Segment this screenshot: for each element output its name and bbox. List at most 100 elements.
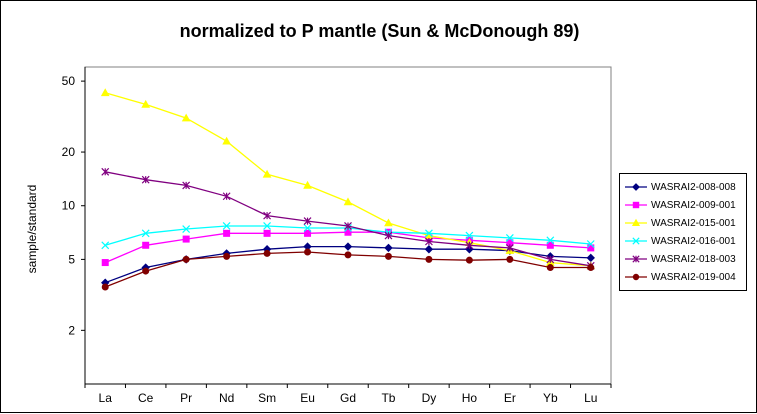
data-point bbox=[182, 181, 191, 190]
x-tick-label: Tb bbox=[381, 391, 395, 405]
legend-swatch bbox=[625, 218, 647, 227]
data-point bbox=[303, 180, 312, 189]
legend-marker bbox=[632, 237, 640, 245]
data-point bbox=[344, 222, 352, 230]
data-point bbox=[304, 229, 312, 237]
data-point bbox=[384, 231, 393, 240]
y-tick-label: 20 bbox=[62, 145, 76, 159]
data-point bbox=[546, 241, 554, 249]
data-point bbox=[182, 255, 190, 263]
x-tick-label: Eu bbox=[300, 391, 315, 405]
legend-swatch bbox=[625, 183, 647, 191]
data-point bbox=[182, 225, 191, 233]
data-point bbox=[343, 242, 353, 251]
data-point bbox=[424, 237, 433, 246]
legend-item: WASRAI2-016-001 bbox=[624, 232, 746, 250]
legend-label: WASRAI2-009-001 bbox=[651, 199, 736, 211]
legend-marker bbox=[632, 273, 640, 281]
legend-marker bbox=[632, 183, 640, 191]
y-tick-label: 10 bbox=[62, 199, 76, 213]
data-point bbox=[182, 235, 190, 243]
data-point bbox=[465, 241, 474, 250]
x-tick-label: La bbox=[99, 391, 113, 405]
data-point bbox=[222, 136, 231, 145]
data-point bbox=[424, 229, 433, 238]
data-point bbox=[263, 229, 271, 237]
legend-label: WASRAI2-008-008 bbox=[651, 181, 736, 193]
x-tick-label: Sm bbox=[258, 391, 276, 405]
data-point bbox=[465, 256, 473, 264]
legend-marker bbox=[631, 218, 641, 227]
data-point bbox=[141, 175, 150, 184]
data-point bbox=[303, 224, 312, 232]
data-point bbox=[506, 255, 514, 263]
data-point bbox=[101, 283, 109, 291]
legend-marker bbox=[632, 255, 640, 263]
x-tick-label: Gd bbox=[340, 391, 356, 405]
data-point bbox=[546, 264, 554, 272]
x-tick-label: Yb bbox=[543, 391, 558, 405]
data-point bbox=[303, 217, 312, 226]
legend-item: WASRAI2-008-008 bbox=[624, 178, 746, 196]
data-point bbox=[343, 197, 353, 206]
data-point bbox=[546, 255, 555, 264]
data-point bbox=[222, 192, 231, 201]
data-point bbox=[141, 229, 150, 238]
x-tick-label: Er bbox=[504, 391, 516, 405]
data-point bbox=[263, 249, 271, 257]
x-tick-label: Lu bbox=[584, 391, 597, 405]
data-point bbox=[586, 240, 595, 248]
data-point bbox=[142, 267, 150, 275]
legend-swatch bbox=[625, 255, 647, 263]
data-point bbox=[262, 169, 272, 178]
x-tick-label: Pr bbox=[180, 391, 192, 405]
x-tick-label: Dy bbox=[422, 391, 437, 405]
data-point bbox=[384, 243, 393, 253]
data-point bbox=[384, 252, 392, 260]
legend-swatch bbox=[625, 273, 647, 281]
data-point bbox=[141, 99, 151, 108]
data-point bbox=[101, 241, 110, 250]
data-point bbox=[587, 244, 595, 252]
data-point bbox=[505, 233, 514, 242]
legend-item: WASRAI2-018-003 bbox=[624, 250, 746, 268]
legend-item: WASRAI2-019-004 bbox=[624, 268, 746, 286]
legend-label: WASRAI2-015-001 bbox=[651, 217, 736, 229]
data-point bbox=[425, 255, 433, 263]
x-tick-label: Ce bbox=[138, 391, 154, 405]
legend-label: WASRAI2-019-004 bbox=[651, 271, 736, 283]
data-point bbox=[101, 259, 109, 267]
legend-label: WASRAI2-018-003 bbox=[651, 253, 736, 265]
data-point bbox=[100, 88, 110, 97]
y-tick-label: 50 bbox=[62, 74, 76, 88]
data-point bbox=[222, 222, 231, 230]
data-point bbox=[344, 251, 352, 259]
legend: WASRAI2-008-008 WASRAI2-009-001 WASRAI2-01… bbox=[619, 173, 747, 291]
legend-label: WASRAI2-016-001 bbox=[651, 235, 736, 247]
chart-title: normalized to P mantle (Sun & McDonough … bbox=[179, 21, 580, 41]
data-point bbox=[142, 241, 150, 249]
legend-swatch bbox=[625, 237, 647, 245]
legend-swatch bbox=[625, 201, 647, 209]
data-point bbox=[465, 231, 474, 240]
x-tick-label: Nd bbox=[219, 391, 234, 405]
legend-item: WASRAI2-009-001 bbox=[624, 196, 746, 214]
data-point bbox=[263, 211, 272, 220]
series-6 bbox=[101, 248, 595, 291]
data-point bbox=[546, 236, 555, 245]
data-point bbox=[424, 245, 434, 254]
legend-marker bbox=[632, 201, 640, 209]
legend-item: WASRAI2-015-001 bbox=[624, 214, 746, 232]
data-point bbox=[223, 229, 231, 237]
x-tick-label: Ho bbox=[462, 391, 478, 405]
data-point bbox=[181, 113, 191, 122]
data-point bbox=[384, 218, 393, 227]
data-point bbox=[223, 252, 231, 260]
data-point bbox=[263, 222, 272, 230]
y-tick-label: 5 bbox=[68, 252, 75, 266]
y-tick-label: 2 bbox=[68, 323, 75, 337]
data-point bbox=[101, 167, 110, 176]
data-point bbox=[587, 264, 595, 272]
